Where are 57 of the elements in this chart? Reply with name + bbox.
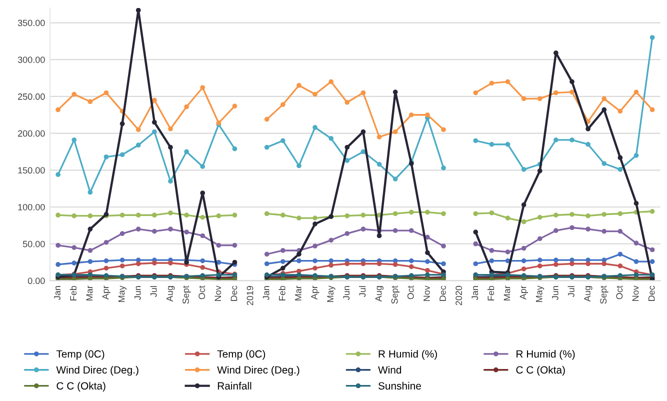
x-tick-label: Feb — [70, 286, 77, 300]
x-tick-label: Jun — [343, 286, 350, 300]
x-tick-label: May — [327, 286, 336, 302]
y-tick-label: 300.00 — [18, 56, 45, 63]
x-tick-label: Sept — [182, 286, 191, 304]
x-tick-label: Oct — [407, 286, 414, 300]
x-tick-label: Apr — [520, 286, 528, 300]
legend-label: C C (Okta) — [56, 382, 106, 392]
x-tick-label: Feb — [487, 286, 494, 300]
legend-label: Wind Direc (Deg.) — [217, 366, 300, 376]
x-tick-label: 2019 — [246, 286, 254, 306]
y-tick-label: 50.00 — [22, 240, 45, 248]
legend-label: R Humid (%) — [378, 350, 437, 360]
legend-label: Temp (0C) — [56, 350, 104, 360]
legend-label: Temp (0C) — [217, 350, 266, 360]
x-tick-label: Jan — [54, 286, 60, 300]
x-tick-label: Aug — [375, 286, 384, 302]
y-tick-label: 150.00 — [18, 167, 45, 174]
legend-label: Sunshine — [378, 382, 421, 390]
x-tick-label: Jun — [134, 286, 141, 300]
x-tick-label: Jul — [568, 286, 574, 297]
x-tick-label: Mar — [86, 286, 93, 300]
x-tick-label: Mar — [504, 286, 510, 300]
x-tick-label: Feb — [278, 286, 286, 300]
legend-label: C C (Okta) — [516, 366, 565, 376]
x-tick-label: Dec — [648, 286, 655, 301]
x-tick-label: Jul — [150, 286, 157, 297]
legend-label: Wind — [378, 366, 402, 374]
x-tick-label: Jun — [552, 286, 558, 300]
y-tick-label: 0.00 — [28, 278, 45, 284]
legend-label: Wind Direc (Deg.) — [56, 366, 138, 376]
y-tick-label: 200.00 — [18, 130, 45, 137]
y-tick-label: 100.00 — [18, 204, 45, 210]
y-tick-label: 350.00 — [18, 20, 45, 26]
x-tick-label: Oct — [616, 286, 623, 300]
x-tick-label: Apr — [311, 286, 320, 300]
x-tick-label: Sept — [600, 286, 608, 304]
x-tick-label: Nov — [632, 286, 639, 301]
x-tick-label: Jan — [472, 286, 478, 300]
x-tick-label: May — [118, 286, 127, 302]
legend-label: Rainfall — [218, 382, 252, 390]
x-tick-label: Sept — [391, 286, 400, 304]
x-tick-label: Dec — [230, 286, 238, 301]
x-tick-label: Nov — [214, 286, 222, 301]
legend-label: R Humid (%) — [516, 350, 575, 360]
x-tick-label: Oct — [198, 286, 206, 300]
x-tick-label: Jan — [262, 286, 270, 300]
x-tick-label: Aug — [166, 286, 175, 302]
x-tick-label: Jul — [359, 286, 366, 297]
x-tick-label: Apr — [102, 286, 110, 300]
x-tick-label: Nov — [424, 286, 430, 301]
x-tick-label: May — [536, 286, 544, 302]
x-tick-label: Mar — [295, 286, 302, 300]
x-tick-label: Aug — [584, 286, 592, 302]
x-tick-label: Dec — [440, 286, 446, 301]
x-tick-label: 2020 — [456, 286, 462, 306]
y-tick-label: 250.00 — [18, 93, 45, 100]
